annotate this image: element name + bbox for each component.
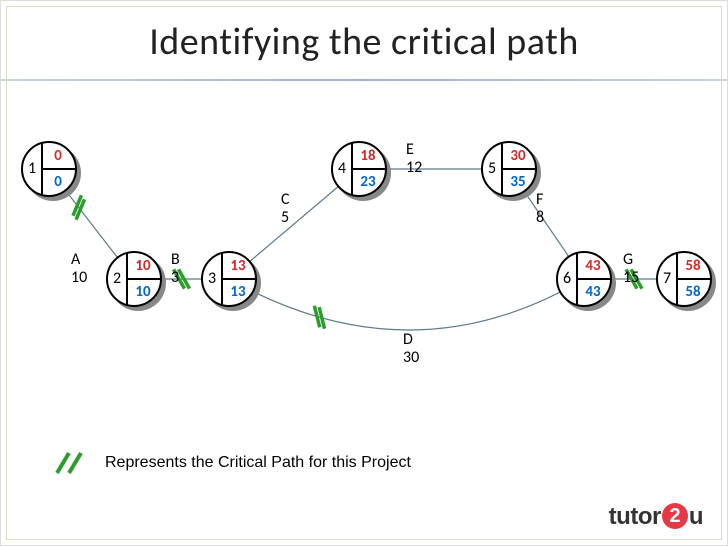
diagram-canvas: A10B3C5D30E12F8G15 1 0 0 2 10 10 3 13 13… bbox=[1, 101, 728, 501]
edge-label: B3 bbox=[171, 251, 180, 286]
edge-label: C5 bbox=[281, 191, 290, 226]
node-est: 10 bbox=[128, 257, 158, 275]
node-est: 18 bbox=[353, 147, 383, 165]
node-index: 5 bbox=[484, 159, 500, 178]
node-lft: 10 bbox=[128, 283, 158, 301]
activity-node: 3 13 13 bbox=[201, 251, 257, 307]
node-lft: 58 bbox=[678, 283, 708, 301]
node-est: 0 bbox=[43, 147, 73, 165]
activity-node: 2 10 10 bbox=[106, 251, 162, 307]
logo-pre: tutor bbox=[609, 503, 661, 530]
edge-label: E12 bbox=[406, 141, 422, 176]
node-est: 30 bbox=[503, 147, 533, 165]
edge-label: F8 bbox=[536, 191, 544, 226]
legend: Represents the Critical Path for this Pr… bbox=[51, 451, 411, 475]
logo-post: u bbox=[689, 503, 703, 530]
legend-text: Represents the Critical Path for this Pr… bbox=[105, 454, 411, 472]
node-index: 7 bbox=[659, 269, 675, 288]
logo-mid: 2 bbox=[662, 503, 688, 529]
activity-node: 7 58 58 bbox=[656, 251, 712, 307]
activity-node: 4 18 23 bbox=[331, 141, 387, 197]
activity-node: 1 0 0 bbox=[21, 141, 77, 197]
node-index: 2 bbox=[109, 269, 125, 288]
edge-label: G15 bbox=[623, 251, 639, 286]
node-index: 1 bbox=[24, 159, 40, 178]
activity-node: 5 30 35 bbox=[481, 141, 537, 197]
critical-mark-icon bbox=[51, 451, 87, 475]
node-index: 4 bbox=[334, 159, 350, 178]
edge-label: D30 bbox=[403, 331, 419, 366]
activity-node: 6 43 43 bbox=[556, 251, 612, 307]
node-lft: 43 bbox=[578, 283, 608, 301]
node-est: 13 bbox=[223, 257, 253, 275]
node-est: 58 bbox=[678, 257, 708, 275]
node-lft: 13 bbox=[223, 283, 253, 301]
node-index: 3 bbox=[204, 269, 220, 288]
node-lft: 23 bbox=[353, 173, 383, 191]
node-est: 43 bbox=[578, 257, 608, 275]
node-index: 6 bbox=[559, 269, 575, 288]
node-lft: 0 bbox=[43, 173, 73, 191]
edge-label: A10 bbox=[71, 251, 87, 286]
node-lft: 35 bbox=[503, 173, 533, 191]
logo: tutor2u bbox=[609, 503, 703, 531]
